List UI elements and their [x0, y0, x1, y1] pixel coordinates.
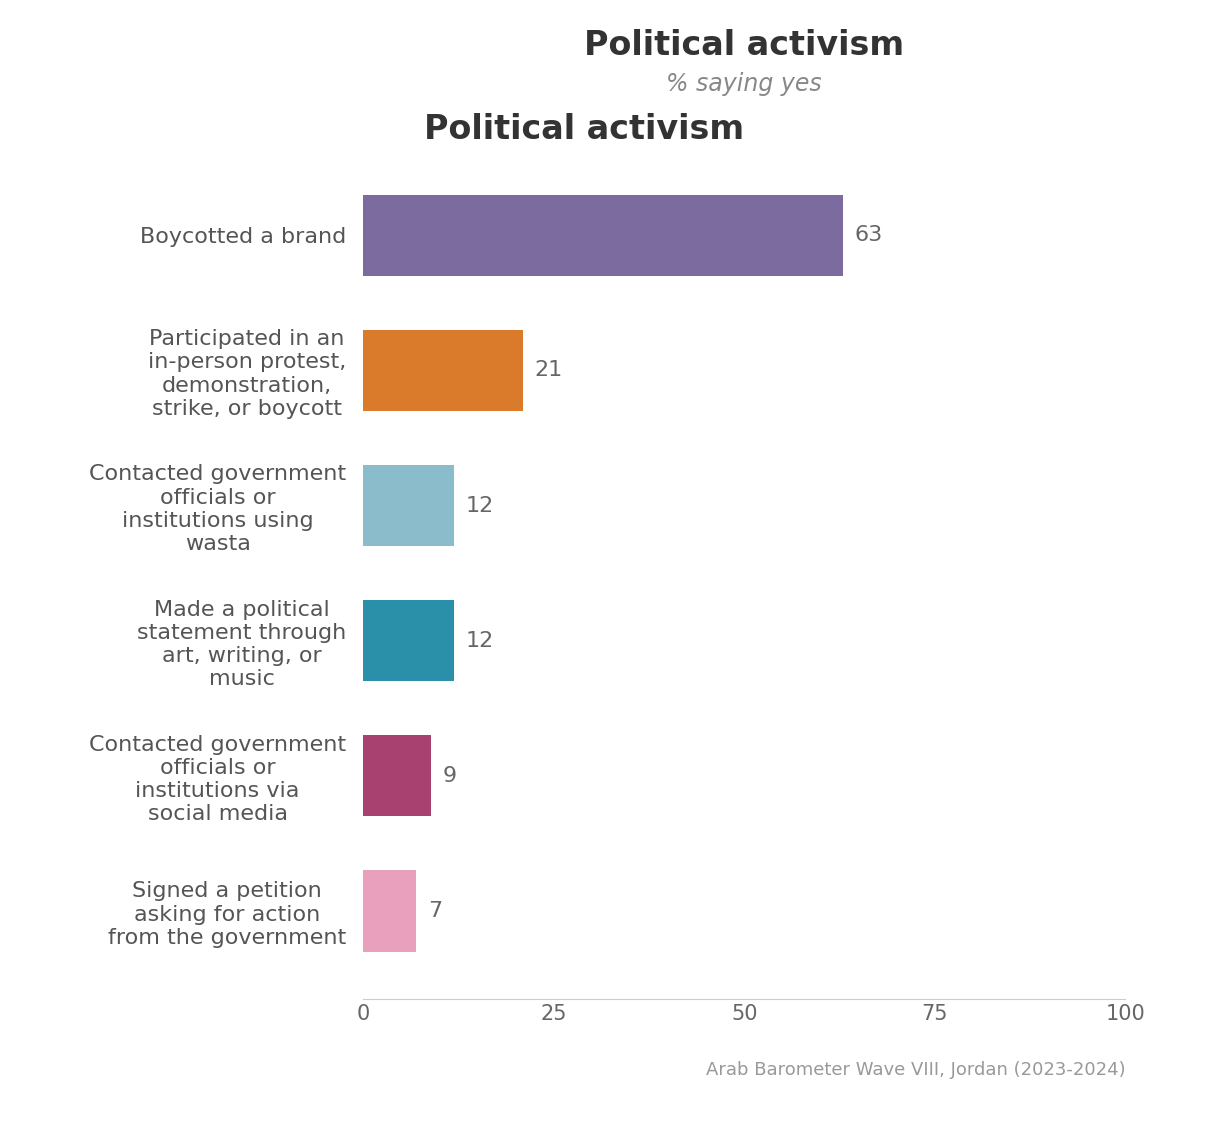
Text: 63: 63 — [855, 226, 883, 245]
Text: 12: 12 — [466, 496, 494, 515]
Bar — [363, 871, 416, 951]
Bar — [363, 330, 523, 411]
Text: Political activism: Political activism — [584, 30, 904, 62]
Text: Political activism: Political activism — [424, 114, 744, 146]
Bar — [363, 465, 454, 546]
Text: Arab Barometer Wave VIII, Jordan (2023-2024): Arab Barometer Wave VIII, Jordan (2023-2… — [706, 1061, 1125, 1079]
Bar — [363, 735, 432, 816]
Text: 7: 7 — [428, 901, 442, 920]
Text: 21: 21 — [534, 361, 562, 380]
Bar — [363, 195, 844, 276]
Bar — [363, 600, 454, 681]
Text: 9: 9 — [443, 766, 458, 785]
Text: 12: 12 — [466, 631, 494, 650]
Text: % saying yes: % saying yes — [667, 73, 822, 96]
